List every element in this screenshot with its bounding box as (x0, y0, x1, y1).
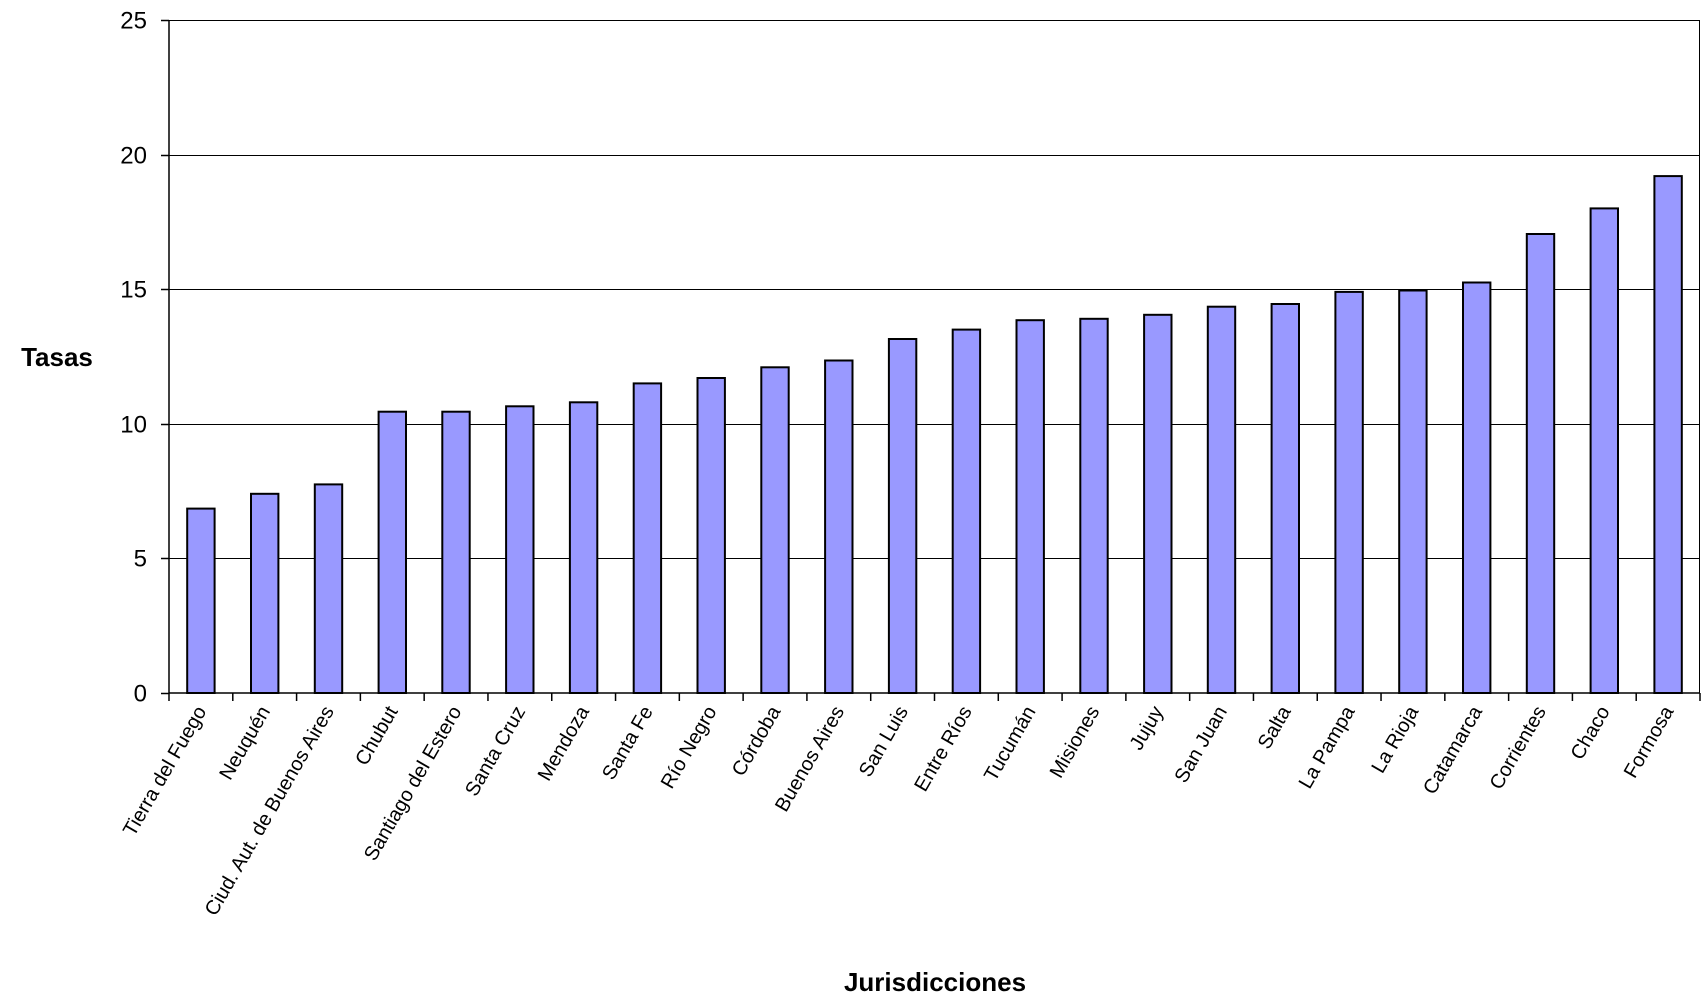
x-tick-label: Jujuy (1126, 703, 1168, 754)
x-tick-label: Mendoza (534, 702, 595, 785)
bar (315, 484, 342, 693)
bar (1591, 208, 1618, 693)
x-tick-label: Salta (1254, 702, 1296, 753)
bar (570, 402, 597, 693)
y-tick-labels: 0 5 10 15 20 25 (120, 8, 147, 708)
bar (825, 361, 852, 694)
x-tick-label: Misiones (1046, 703, 1105, 782)
x-tick-label: San Juan (1171, 703, 1232, 787)
bar (1017, 320, 1044, 693)
bar (889, 339, 916, 693)
x-tick-label: Ciud. Aut. de Buenos Aires (201, 703, 339, 920)
x-tick-label: Chubut (351, 702, 403, 769)
bar (634, 383, 661, 693)
bar (1654, 176, 1681, 693)
x-tick-label: Corrientes (1486, 703, 1551, 794)
x-tick-label: La Pampa (1295, 702, 1360, 793)
y-tick-label: 10 (120, 412, 147, 439)
bar (187, 509, 214, 693)
bar (442, 412, 469, 693)
x-tick-label: Río Negro (657, 703, 722, 793)
x-tick-label: Neuquén (215, 703, 275, 784)
y-axis-title: Tasas (21, 342, 93, 372)
bar (1399, 291, 1426, 694)
bar (379, 412, 406, 693)
y-tick-label: 0 (134, 681, 147, 708)
bar (1208, 307, 1235, 693)
bar (953, 330, 980, 693)
x-tick-label: Buenos Aires (771, 703, 849, 816)
bars (187, 176, 1682, 693)
x-tick-label: Santa Fe (598, 703, 658, 784)
x-tick-label: Santa Cruz (461, 703, 530, 801)
x-tick-label: Formosa (1620, 702, 1679, 782)
bar (1527, 234, 1554, 693)
x-tick-label: Chaco (1567, 703, 1615, 764)
bar (1144, 315, 1171, 693)
y-tick-label: 25 (120, 8, 147, 35)
x-tick-label: Entre Ríos (910, 702, 976, 795)
x-tick-label: Tucumán (980, 703, 1040, 786)
bar (506, 406, 533, 693)
bar (698, 378, 725, 693)
x-tick-label: La Rioja (1368, 702, 1424, 777)
x-tick-label: San Luis (855, 703, 913, 781)
x-tick-label: Tierra del Fuego (119, 703, 211, 840)
y-tick-label: 5 (134, 546, 147, 573)
bar (1080, 319, 1107, 693)
y-tick-label: 20 (120, 143, 147, 170)
y-tick-label: 15 (120, 277, 147, 304)
bar (251, 494, 278, 693)
x-tick-label: Catamarca (1419, 702, 1487, 798)
bar (761, 367, 788, 693)
bar (1272, 304, 1299, 693)
bar (1335, 292, 1362, 693)
bar (1463, 283, 1490, 694)
x-tick-label: Córdoba (728, 702, 786, 780)
x-axis-title: Jurisdicciones (844, 967, 1026, 997)
